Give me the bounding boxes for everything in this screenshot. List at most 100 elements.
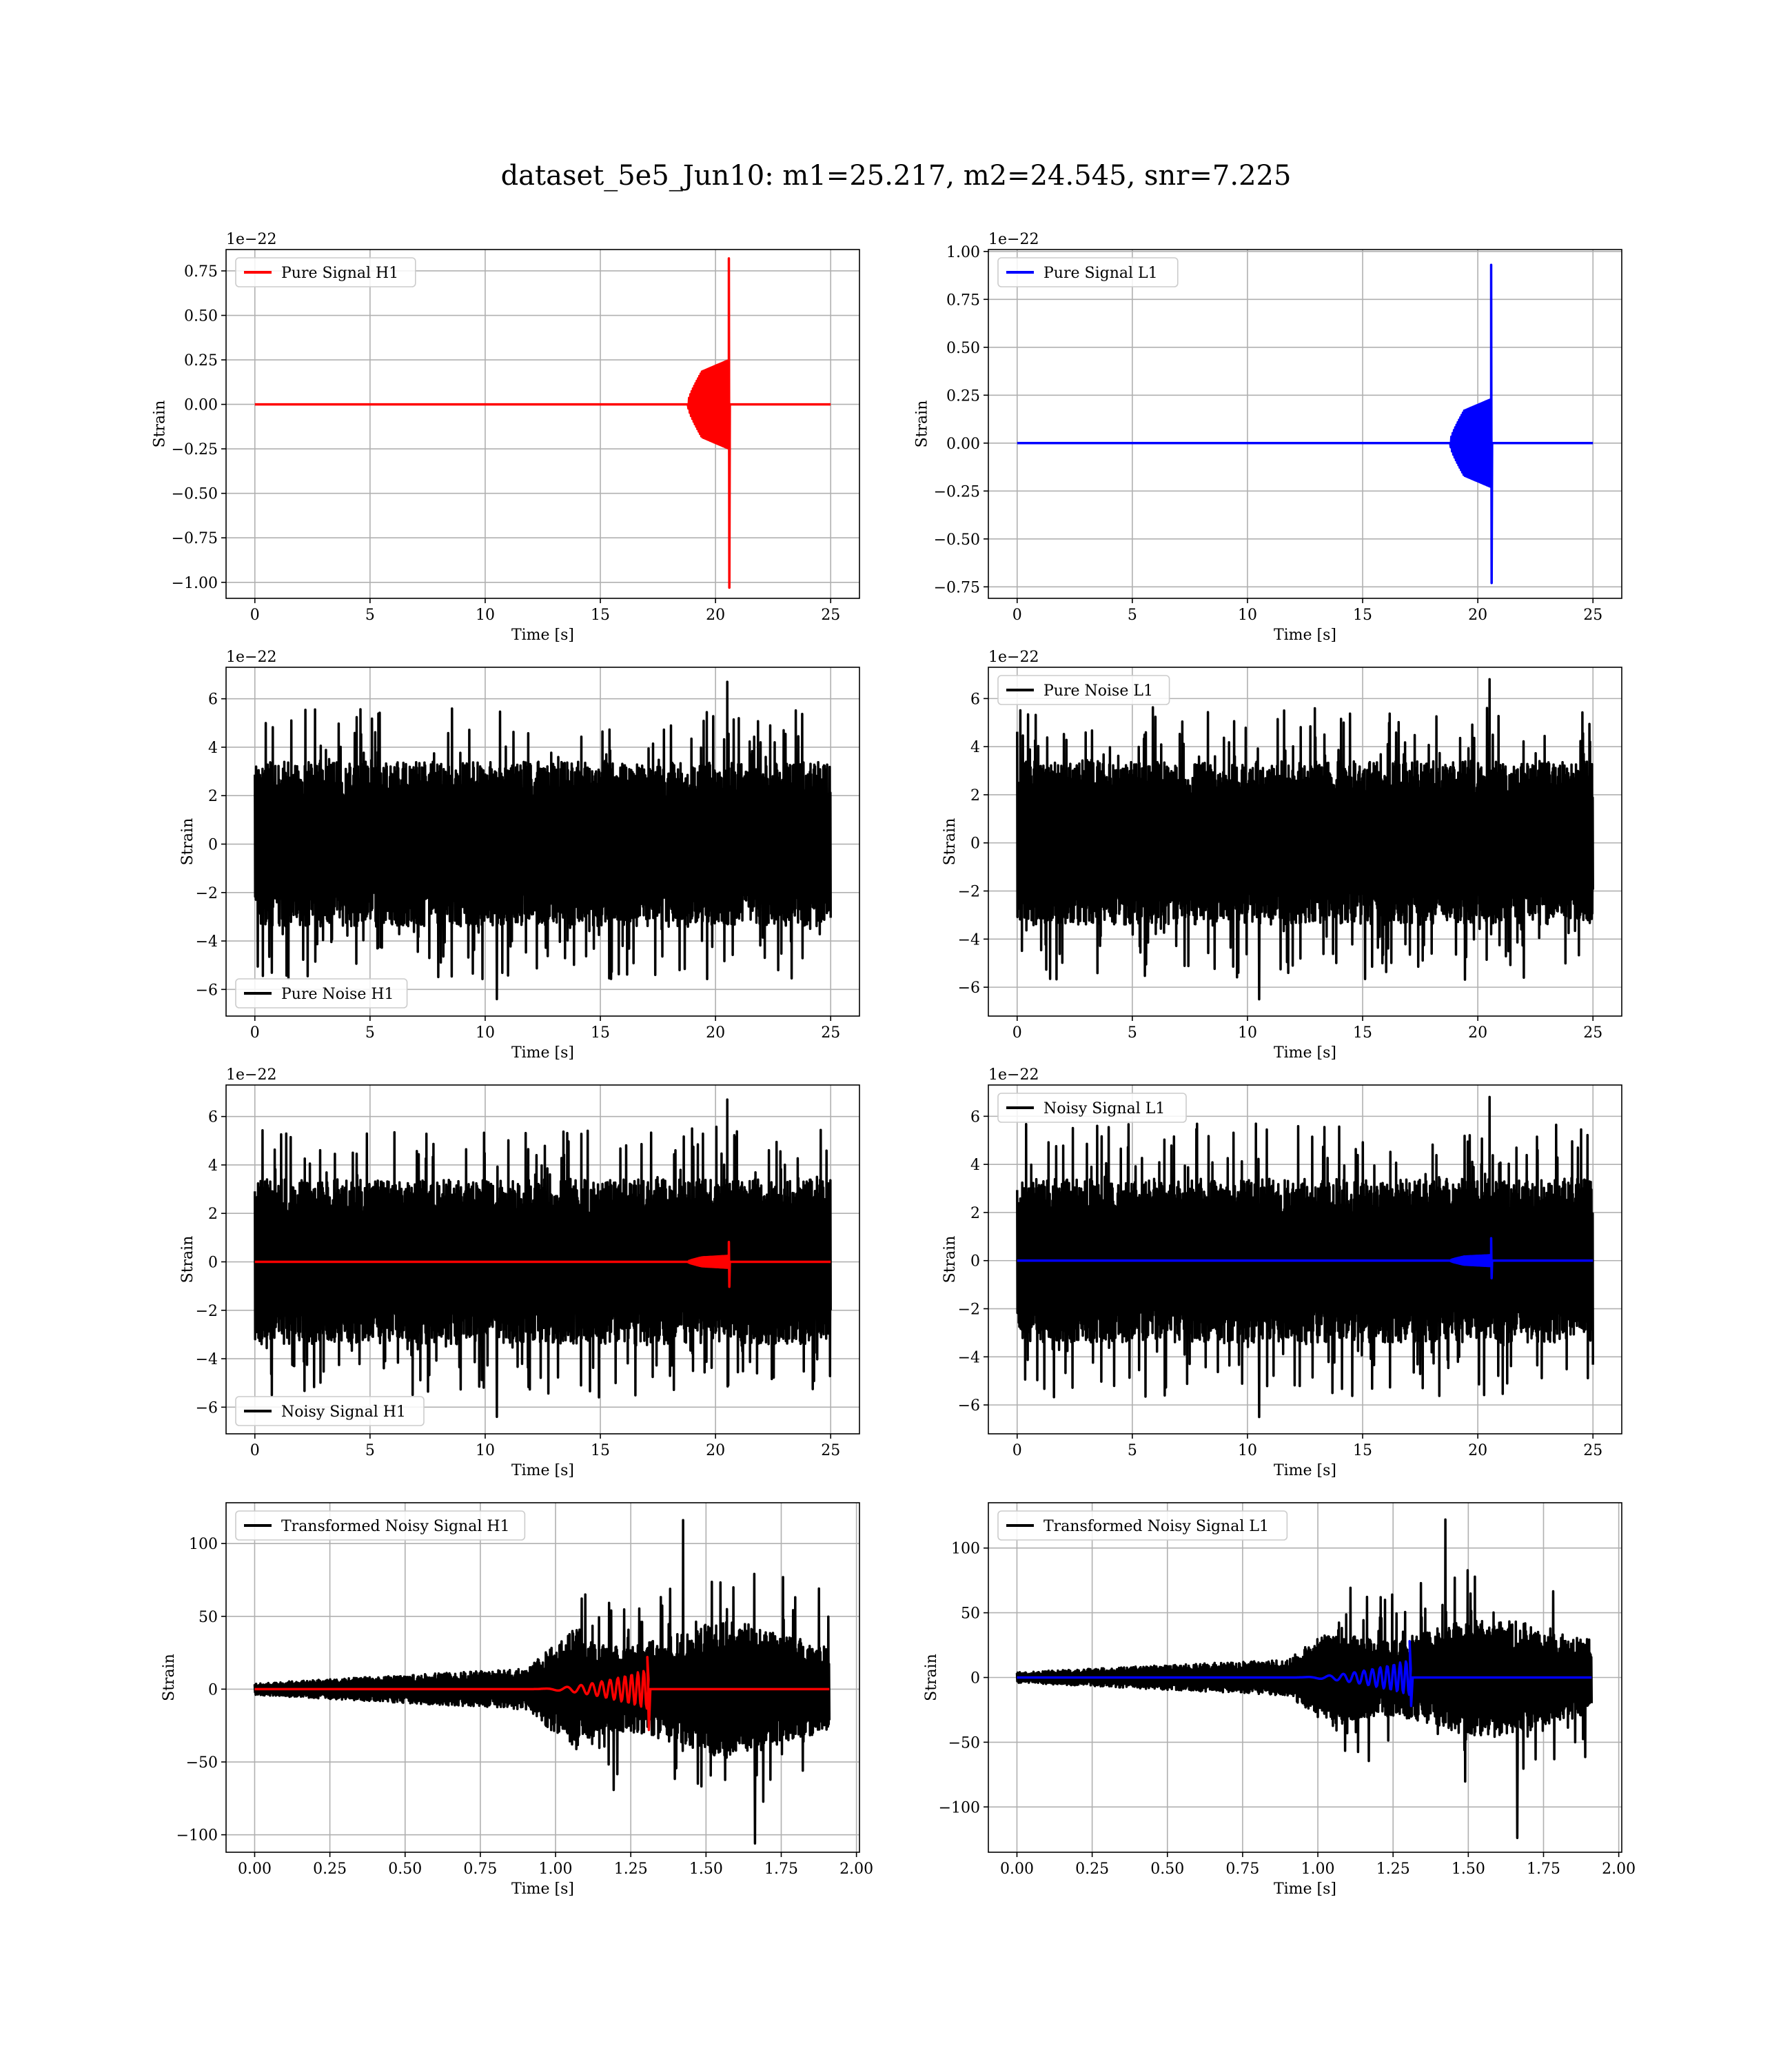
x-axis-label: Time [s] [511, 1462, 574, 1479]
subplot-5: 0 5 10 15 20 25 −6 −4 −2 0 2 4 6 Time [s] Strain 1e−22 N… [179, 1066, 860, 1479]
y-tick-label: 0 [208, 1681, 218, 1699]
legend: Pure Signal H1 [235, 257, 416, 287]
subplot-2: 0 5 10 15 20 25 −0.75 −0.50 −0.25 0.00 0.25 0.50 0.7… [914, 231, 1622, 644]
x-tick-label: 0 [1012, 1442, 1022, 1459]
y-tick-label: −1.00 [172, 575, 218, 592]
y-tick-label: −2 [958, 1301, 980, 1319]
x-tick-label: 2.00 [839, 1861, 873, 1878]
subplot-1: 0 5 10 15 20 25 −1.00 −0.75 −0.50 −0.25 0.00 0.25 0.… [152, 231, 860, 644]
x-tick-label: 0.50 [388, 1861, 422, 1878]
x-tick-label: 25 [1583, 1442, 1602, 1459]
y-tick-label: 0 [970, 1253, 980, 1270]
y-tick-label: −6 [958, 1397, 980, 1415]
y-tick-label: 0 [208, 837, 218, 854]
x-tick-label: 5 [365, 1024, 375, 1042]
legend-label: Noisy Signal H1 [281, 1403, 406, 1421]
y-tick-label: 0.75 [184, 263, 218, 281]
x-tick-label: 10 [1238, 1024, 1257, 1042]
x-tick-label: 15 [591, 1442, 610, 1459]
y-tick-label: 100 [951, 1541, 980, 1558]
x-axis-label: Time [s] [1274, 1881, 1336, 1898]
x-tick-label: 0 [250, 1442, 260, 1459]
legend-label: Pure Noise H1 [281, 986, 394, 1003]
x-tick-label: 1.75 [764, 1861, 798, 1878]
x-tick-label: 10 [476, 1442, 495, 1459]
y-offset-label: 1e−22 [988, 1066, 1039, 1084]
x-tick-label: 0 [1012, 607, 1022, 624]
y-offset-label: 1e−22 [988, 231, 1039, 248]
x-tick-label: 0 [1012, 1024, 1022, 1042]
y-axis-label: Strain [161, 1654, 178, 1701]
y-offset-label: 1e−22 [226, 231, 276, 248]
legend: Transformed Noisy Signal H1 [235, 1510, 526, 1541]
y-tick-label: −2 [958, 884, 980, 901]
legend: Pure Noise H1 [235, 978, 408, 1008]
y-offset-label: 1e−22 [226, 1066, 276, 1084]
x-tick-label: 20 [706, 1442, 725, 1459]
y-tick-label: −6 [196, 1399, 218, 1417]
x-axis-label: Time [s] [511, 1044, 574, 1062]
y-axis-label: Strain [941, 818, 959, 866]
y-tick-label: 0.50 [946, 340, 980, 357]
subplot-7: 0.00 0.25 0.50 0.75 1.00 1.25 1.50 1.75 2.00 −100… [161, 1502, 873, 1898]
x-axis-label: Time [s] [511, 1881, 574, 1898]
x-tick-label: 0.00 [1000, 1861, 1034, 1878]
x-tick-label: 10 [476, 1024, 495, 1042]
series-line-2 [1016, 1640, 1592, 1707]
x-tick-label: 15 [1353, 607, 1372, 624]
x-tick-label: 20 [706, 1024, 725, 1042]
legend-label: Pure Signal L1 [1043, 265, 1158, 282]
legend-label: Pure Signal H1 [281, 265, 398, 282]
x-tick-label: 10 [1238, 1442, 1257, 1459]
y-tick-label: 4 [208, 1157, 218, 1175]
x-axis-label: Time [s] [1274, 627, 1336, 644]
legend-box [997, 257, 1179, 287]
y-tick-label: −0.25 [172, 441, 218, 458]
series-group [254, 1098, 832, 1419]
x-tick-label: 15 [591, 1024, 610, 1042]
y-offset-label: 1e−22 [988, 649, 1039, 666]
x-tick-label: 10 [476, 607, 495, 624]
y-tick-label: −4 [196, 933, 218, 951]
y-axis-label: Strain [914, 401, 931, 448]
y-offset-label: 1e−22 [226, 649, 276, 666]
x-tick-label: 25 [821, 1442, 840, 1459]
legend-box [235, 1396, 425, 1426]
legend: Noisy Signal L1 [997, 1093, 1187, 1123]
x-tick-label: 1.00 [539, 1861, 573, 1878]
y-tick-label: 0.00 [184, 397, 218, 414]
y-tick-label: −4 [958, 931, 980, 949]
legend: Pure Noise L1 [997, 675, 1170, 705]
y-axis-label: Strain [152, 401, 169, 448]
y-tick-label: 0.50 [184, 308, 218, 325]
x-axis-label: Time [s] [1274, 1462, 1336, 1479]
legend: Pure Signal L1 [997, 257, 1179, 287]
x-tick-label: 5 [365, 1442, 375, 1459]
x-tick-label: 1.75 [1527, 1861, 1560, 1878]
y-tick-label: −100 [176, 1827, 218, 1845]
legend-box [997, 1510, 1288, 1541]
y-tick-label: 6 [208, 691, 218, 709]
series-line-2 [254, 1656, 830, 1732]
x-tick-label: 0 [250, 1024, 260, 1042]
x-axis-label: Time [s] [511, 627, 574, 644]
series-group [254, 257, 832, 589]
x-tick-label: 0.50 [1150, 1861, 1184, 1878]
y-tick-label: 2 [970, 1205, 980, 1222]
axes-frame [988, 667, 1622, 1017]
figure-suptitle: dataset_5e5_Jun10: m1=25.217, m2=24.545,… [501, 160, 1292, 192]
series-group [1016, 263, 1594, 585]
y-tick-label: 50 [198, 1609, 218, 1626]
legend-label: Pure Noise L1 [1043, 682, 1153, 700]
legend: Transformed Noisy Signal L1 [997, 1510, 1288, 1541]
x-tick-label: 5 [1128, 1442, 1137, 1459]
x-tick-label: 15 [1353, 1024, 1372, 1042]
y-tick-label: 0.00 [946, 436, 980, 453]
legend-label: Transformed Noisy Signal H1 [281, 1518, 510, 1535]
series-line-1 [254, 680, 832, 1001]
y-axis-label: Strain [941, 1236, 959, 1284]
x-tick-label: 5 [365, 607, 375, 624]
y-tick-label: −4 [958, 1349, 980, 1366]
y-tick-label: −6 [958, 980, 980, 997]
y-tick-label: 6 [208, 1109, 218, 1126]
